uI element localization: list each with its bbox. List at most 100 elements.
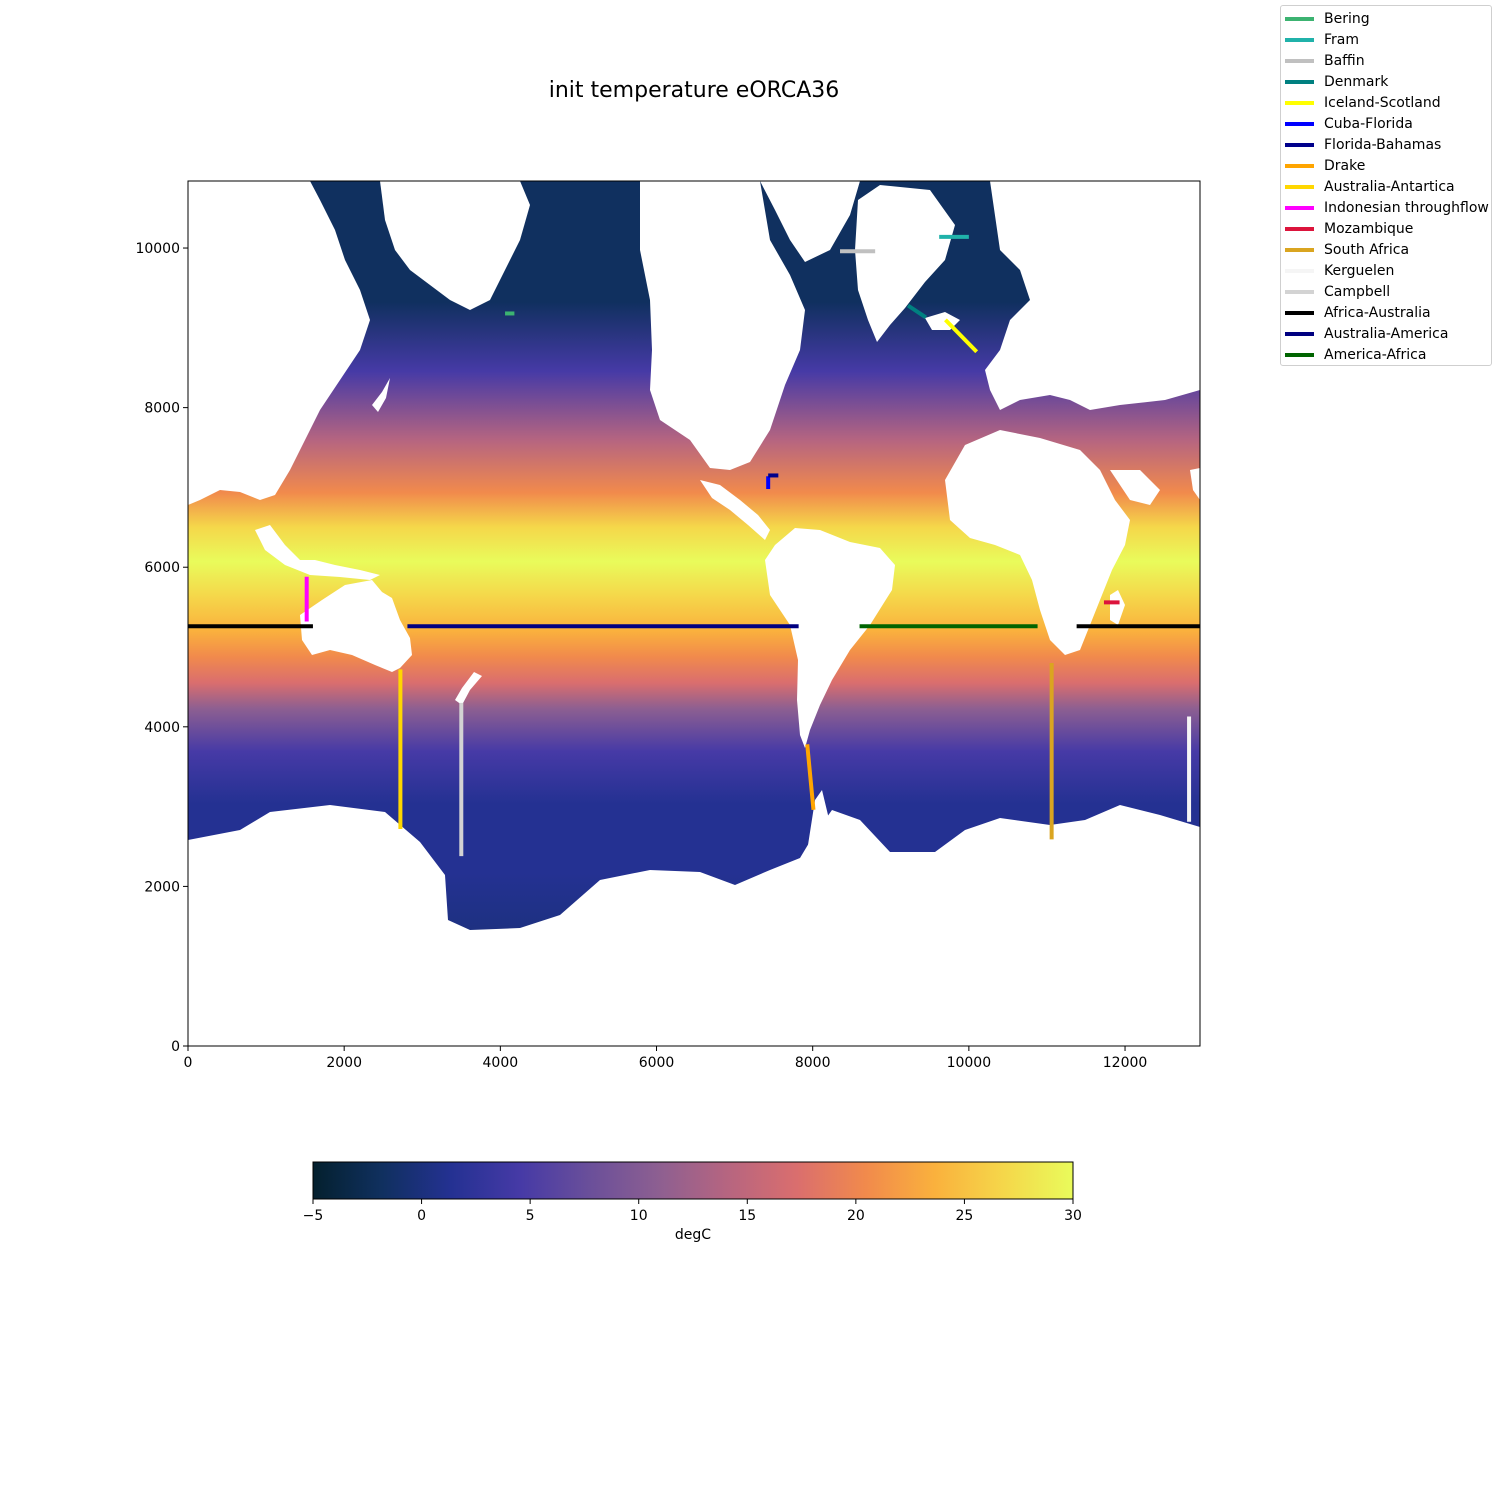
legend-swatch <box>1285 290 1314 294</box>
legend-item: Drake <box>1281 155 1491 176</box>
land-alaska <box>380 181 530 310</box>
legend-item: Iceland-Scotland <box>1281 92 1491 113</box>
legend-swatch <box>1285 227 1314 231</box>
x-axis: 0 2000 4000 6000 8000 10000 12000 <box>184 1046 1148 1071</box>
land-eurasia <box>985 181 1200 410</box>
land-africa <box>945 430 1130 655</box>
land-antarctic-peninsula <box>808 790 836 845</box>
land-central-america <box>700 480 770 540</box>
legend-swatch <box>1285 143 1314 147</box>
legend-swatch <box>1285 164 1314 168</box>
y-tick-label: 2000 <box>144 879 180 895</box>
ocean-field <box>188 181 1200 1046</box>
legend-swatch <box>1285 248 1314 252</box>
land-masses <box>188 181 1200 1046</box>
colorbar-tick-label: 25 <box>956 1208 974 1224</box>
x-tick-label: 8000 <box>795 1055 831 1071</box>
land-east-asia <box>188 181 370 505</box>
map-title: init temperature eORCA36 <box>548 78 840 103</box>
legend-label: Iceland-Scotland <box>1324 95 1441 111</box>
colorbar-tick-label: 0 <box>417 1208 426 1224</box>
y-tick-label: 6000 <box>144 560 180 576</box>
land-madagascar <box>1110 590 1125 625</box>
legend-label: Mozambique <box>1324 221 1414 237</box>
x-tick-label: 4000 <box>483 1055 519 1071</box>
legend-swatch <box>1285 17 1314 21</box>
legend-label: Kerguelen <box>1324 263 1395 279</box>
colorbar-tick-label: 5 <box>526 1208 535 1224</box>
legend-label: Baffin <box>1324 53 1365 69</box>
legend-label: Africa-Australia <box>1324 305 1431 321</box>
legend-swatch <box>1285 206 1314 210</box>
x-tick-label: 2000 <box>326 1055 362 1071</box>
section-denmark <box>906 303 928 320</box>
legend-swatch <box>1285 38 1314 42</box>
sections-layer <box>188 234 1200 857</box>
legend-item: Fram <box>1281 29 1491 50</box>
legend-item: Kerguelen <box>1281 260 1491 281</box>
legend-item: Indonesian throughflow <box>1281 197 1491 218</box>
land-greenland <box>855 185 955 342</box>
legend-label: South Africa <box>1324 242 1410 258</box>
y-tick-label: 4000 <box>144 720 180 736</box>
colorbar-tick-label: 20 <box>847 1208 865 1224</box>
legend-item: Baffin <box>1281 50 1491 71</box>
legend-item: Mozambique <box>1281 218 1491 239</box>
legend-swatch <box>1285 311 1314 315</box>
land-india <box>1190 468 1200 500</box>
colorbar-tick-label: 10 <box>630 1208 648 1224</box>
land-new-zealand <box>455 672 482 705</box>
land-maritime-se-asia <box>255 525 380 580</box>
legend-item: Africa-Australia <box>1281 302 1491 323</box>
legend-item: Australia-Antartica <box>1281 176 1491 197</box>
legend-swatch <box>1285 122 1314 126</box>
x-tick-label: 6000 <box>639 1055 675 1071</box>
y-tick-label: 8000 <box>144 401 180 417</box>
legend-label: Australia-America <box>1324 326 1449 342</box>
land-australia <box>300 580 412 672</box>
legend-label: Denmark <box>1324 74 1389 90</box>
legend-label: Indonesian throughflow <box>1324 200 1489 216</box>
legend-item: Campbell <box>1281 281 1491 302</box>
x-tick-label: 12000 <box>1103 1055 1148 1071</box>
legend-label: Fram <box>1324 32 1360 48</box>
land-japan <box>372 378 390 412</box>
legend-swatch <box>1285 353 1314 357</box>
legend-swatch <box>1285 269 1314 273</box>
plot-frame <box>187 180 1201 1047</box>
legend-label: Campbell <box>1324 284 1391 300</box>
colorbar-label: degC <box>674 1227 712 1243</box>
legend-item: America-Africa <box>1281 344 1491 365</box>
x-tick-label: 10000 <box>947 1055 992 1071</box>
legend-label: Florida-Bahamas <box>1324 137 1442 153</box>
legend-label: Drake <box>1324 158 1366 174</box>
legend-swatch <box>1285 185 1314 189</box>
colorbar <box>312 1161 1074 1200</box>
x-tick-label: 0 <box>184 1055 193 1071</box>
legend-label: Australia-Antartica <box>1324 179 1455 195</box>
section-drake <box>805 744 816 810</box>
legend-item: Bering <box>1281 8 1491 29</box>
legend-swatch <box>1285 80 1314 84</box>
land-south-america <box>765 528 895 748</box>
colorbar-tick-label: −5 <box>303 1208 324 1224</box>
legend: Bering Fram Baffin Denmark Iceland-Scotland C… <box>1280 5 1492 366</box>
colorbar-ticks: −5 0 5 10 15 20 25 30 <box>303 1199 1082 1224</box>
legend-item: South Africa <box>1281 239 1491 260</box>
section-iceland-scotland <box>944 318 979 354</box>
y-axis: 0 2000 4000 6000 8000 10000 <box>135 241 188 1055</box>
legend-swatch <box>1285 332 1314 336</box>
y-tick-label: 10000 <box>135 241 180 257</box>
legend-label: Cuba-Florida <box>1324 116 1413 132</box>
y-tick-label: 0 <box>171 1039 180 1055</box>
legend-swatch <box>1285 59 1314 63</box>
legend-label: Bering <box>1324 11 1370 27</box>
land-canadian-arctic <box>760 181 860 262</box>
land-arabia <box>1110 470 1160 505</box>
land-north-america <box>640 181 805 470</box>
land-antarctica <box>188 805 1200 1046</box>
legend-label: America-Africa <box>1324 347 1427 363</box>
legend-item: Florida-Bahamas <box>1281 134 1491 155</box>
colorbar-tick-label: 30 <box>1064 1208 1082 1224</box>
